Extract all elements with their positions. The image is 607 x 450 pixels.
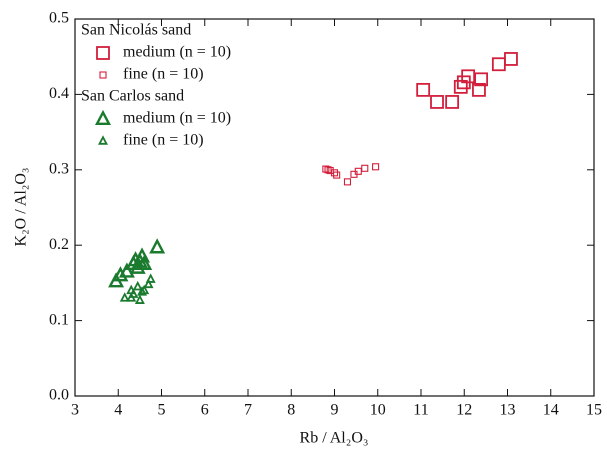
data-point bbox=[128, 288, 139, 298]
data-point bbox=[474, 72, 489, 87]
y-tick-label: 0.2 bbox=[49, 236, 69, 253]
data-point bbox=[361, 164, 369, 172]
legend-marker bbox=[99, 71, 107, 79]
data-point bbox=[343, 178, 352, 186]
data-point bbox=[445, 95, 460, 109]
x-tick-label: 6 bbox=[201, 402, 209, 419]
legend-marker bbox=[96, 46, 110, 60]
y-tick-label: 0.1 bbox=[49, 311, 69, 328]
x-tick-label: 9 bbox=[331, 402, 339, 419]
data-point bbox=[149, 238, 166, 254]
legend-label: fine (n = 10) bbox=[123, 132, 204, 149]
data-point bbox=[143, 278, 154, 289]
data-point bbox=[118, 262, 135, 278]
data-point bbox=[472, 82, 486, 97]
data-point bbox=[330, 169, 339, 177]
data-point bbox=[491, 57, 506, 72]
data-point bbox=[326, 167, 334, 175]
x-tick-label: 15 bbox=[586, 402, 602, 419]
legend-group-title: San Carlos sand bbox=[81, 88, 184, 105]
legend-label: medium (n = 10) bbox=[123, 110, 231, 127]
x-tick-label: 10 bbox=[370, 402, 386, 419]
x-tick-label: 3 bbox=[71, 402, 79, 419]
x-tick-label: 12 bbox=[456, 402, 472, 419]
data-point bbox=[132, 280, 143, 291]
data-point bbox=[137, 286, 148, 296]
data-point bbox=[461, 69, 476, 84]
data-point bbox=[504, 52, 518, 66]
data-point bbox=[136, 254, 153, 271]
legend-marker bbox=[95, 109, 111, 126]
y-axis-label: K₂O / Al₂O₃ bbox=[13, 168, 30, 247]
y-tick-label: 0.0 bbox=[49, 387, 69, 404]
data-point bbox=[372, 163, 380, 171]
data-point bbox=[333, 171, 341, 179]
y-tick-label: 0.5 bbox=[49, 10, 69, 27]
x-axis-label: Rb / Al₂O₃ bbox=[300, 430, 369, 447]
data-point bbox=[139, 284, 150, 295]
data-point bbox=[145, 273, 156, 283]
data-point bbox=[453, 79, 468, 94]
data-point bbox=[416, 82, 431, 97]
data-point bbox=[134, 294, 145, 304]
x-tick-label: 4 bbox=[114, 402, 122, 419]
y-tick-label: 0.3 bbox=[49, 160, 69, 177]
legend-marker bbox=[98, 135, 108, 145]
legend-group-title: San Nicolás sand bbox=[81, 22, 191, 39]
x-tick-label: 11 bbox=[413, 402, 428, 419]
x-tick-label: 8 bbox=[287, 402, 295, 419]
x-tick-label: 13 bbox=[500, 402, 516, 419]
legend-label: medium (n = 10) bbox=[123, 44, 231, 61]
data-point bbox=[430, 95, 444, 109]
data-point bbox=[322, 165, 330, 173]
y-tick-label: 0.4 bbox=[49, 85, 69, 102]
legend-label: fine (n = 10) bbox=[123, 66, 204, 83]
data-point bbox=[112, 266, 129, 282]
x-tick-label: 7 bbox=[244, 402, 252, 419]
x-tick-label: 14 bbox=[543, 402, 559, 419]
x-tick-label: 5 bbox=[158, 402, 166, 419]
data-point bbox=[119, 292, 130, 302]
